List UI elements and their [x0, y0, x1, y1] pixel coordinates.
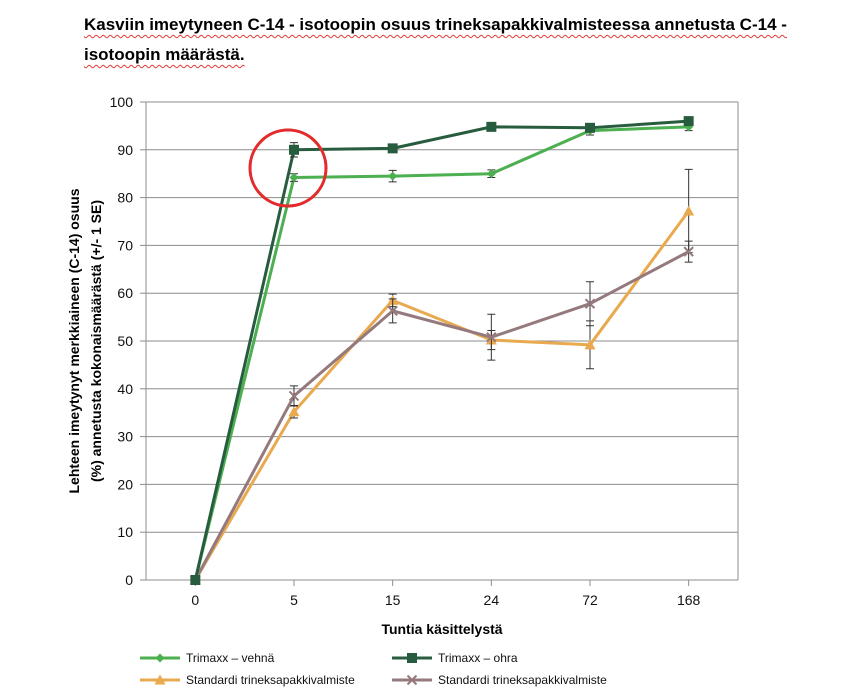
legend-label: Standardi trineksapakkivalmiste: [438, 673, 607, 687]
data-point-marker: [387, 143, 398, 154]
y-tick-label: 20: [117, 476, 133, 492]
legend-label: Standardi trineksapakkivalmiste: [186, 673, 355, 687]
data-point-marker: [585, 122, 595, 133]
data-point-marker: [683, 116, 694, 127]
x-tick-label: 15: [385, 592, 401, 608]
x-tick-labels: 0 5 15 24 72 168: [191, 592, 700, 608]
x-tick-label: 0: [191, 592, 199, 608]
grid: [146, 101, 739, 580]
legend-item-4: Standardi trineksapakkivalmiste: [392, 673, 607, 687]
annotations: [248, 128, 328, 208]
y-axis-label-line-1: Lehteen imeytynyt merkkiaineen (C-14) os…: [66, 188, 82, 493]
data-point-marker: [154, 674, 166, 685]
legend-item-2: Trimaxx – ohra: [392, 651, 518, 665]
data-point-marker: [407, 653, 417, 663]
y-tick-label: 80: [117, 190, 133, 206]
data-point-marker: [388, 171, 398, 181]
y-tick-label: 10: [117, 524, 133, 540]
data-point-marker: [683, 246, 694, 257]
legend-label: Trimaxx – vehnä: [186, 651, 275, 665]
legend-item-3: Standardi trineksapakkivalmiste: [140, 673, 355, 687]
data-point-marker: [289, 173, 299, 183]
x-axis-label: Tuntia käsittelystä: [381, 621, 502, 637]
x-tick-label: 24: [484, 592, 500, 608]
legend: Trimaxx – vehnä Trimaxx – ohra Standardi t…: [140, 651, 607, 687]
y-tick-label: 50: [117, 333, 133, 349]
series-line: [194, 250, 690, 581]
y-tick-label: 60: [117, 285, 133, 301]
series: [189, 116, 695, 586]
data-point-marker: [584, 298, 596, 309]
data-point-marker: [486, 121, 497, 132]
y-tick-label: 30: [117, 429, 133, 445]
series-2: [190, 116, 694, 585]
data-point-marker: [288, 390, 300, 402]
x-tick-label: 5: [290, 592, 298, 608]
x-tick-label: 168: [677, 592, 701, 608]
chart-title: Kasviin imeytyneen C-14 - isotoopin osuu…: [84, 15, 787, 64]
data-point-marker: [190, 575, 201, 585]
data-point-marker: [683, 205, 695, 216]
series-3: [189, 168, 695, 585]
series-1: [190, 122, 694, 585]
y-tick-labels: 0 10 20 30 40 50 60 70 80 90 100: [110, 94, 134, 588]
y-tick-label: 70: [117, 237, 133, 253]
legend-label: Trimaxx – ohra: [438, 651, 518, 665]
data-point-marker: [155, 653, 165, 663]
y-tick-label: 100: [110, 94, 134, 110]
y-tick-label: 90: [117, 142, 133, 158]
axes: [140, 101, 738, 586]
data-point-marker: [406, 674, 418, 686]
data-point-marker: [486, 331, 497, 343]
highlight-circle: [248, 128, 328, 208]
data-point-marker: [288, 406, 300, 417]
x-tick-label: 72: [582, 592, 598, 608]
data-point-marker: [486, 169, 496, 179]
y-tick-label: 0: [125, 572, 133, 588]
legend-item-1: Trimaxx – vehnä: [140, 651, 275, 665]
data-point-marker: [387, 305, 398, 317]
y-axis-label-line-2: (%) annetusta kokonaismäärästä (+/- 1 SE…: [88, 200, 104, 482]
data-point-marker: [584, 339, 596, 350]
series-line: [193, 119, 689, 581]
series-line: [193, 125, 689, 581]
series-line: [194, 210, 690, 581]
y-tick-label: 40: [117, 381, 133, 397]
data-point-marker: [289, 144, 299, 155]
